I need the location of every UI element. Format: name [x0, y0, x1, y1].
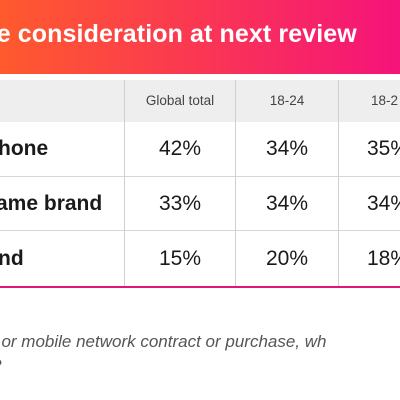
column-divider	[338, 80, 339, 286]
table-cell: 34%	[265, 137, 309, 160]
row-label: hone	[0, 137, 49, 160]
table-cell: 34%	[367, 191, 400, 215]
table-cell: 34%	[265, 191, 309, 215]
banner-gradient	[0, 0, 400, 74]
table-header-row: Global total 18-24 18-2	[0, 80, 400, 122]
footnote-line-2: ?	[0, 354, 326, 378]
title-banner: one consideration at next review	[0, 0, 400, 74]
row-label: nd	[0, 246, 24, 270]
footnote-line-1: , or mobile network contract or purchase…	[0, 332, 327, 351]
column-header-18-24: 18-24	[269, 93, 305, 108]
footnote: , or mobile network contract or purchase…	[0, 330, 326, 378]
table-bottom-rule	[0, 286, 400, 288]
table-row: ame brand 33% 34% 34%	[0, 176, 400, 230]
table-cell: 15%	[158, 246, 202, 270]
table-cell: 33%	[158, 191, 202, 215]
table-row: hone 42% 34% 35%	[0, 122, 400, 176]
table-cell: 18%	[367, 246, 400, 270]
page-title: one consideration at next review	[0, 20, 357, 48]
column-divider	[235, 80, 236, 286]
results-table: Global total 18-24 18-2 hone 42% 34% 35%…	[0, 80, 400, 286]
column-header-global-total: Global total	[145, 93, 215, 108]
table-cell: 42%	[158, 137, 202, 160]
table-cell: 35%	[367, 137, 400, 160]
column-header-18-2: 18-2	[371, 93, 399, 108]
column-divider	[124, 80, 125, 286]
row-label: ame brand	[0, 191, 103, 215]
table-row: nd 15% 20% 18%	[0, 230, 400, 286]
table-cell: 20%	[265, 246, 309, 270]
